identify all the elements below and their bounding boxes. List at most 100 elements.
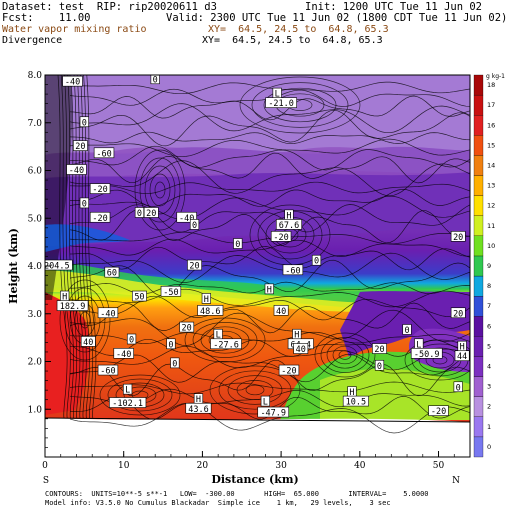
label-box <box>197 305 224 316</box>
contour-line <box>70 75 81 419</box>
contour-ring <box>99 374 181 416</box>
x-tick-label: 0 <box>42 461 48 471</box>
contour-line <box>69 160 470 197</box>
label-box <box>89 183 111 194</box>
label-text: -50.9 <box>414 350 440 360</box>
label-box <box>311 254 322 266</box>
extremum-marker: L <box>123 383 133 396</box>
contour-line <box>69 138 470 158</box>
valid-line: Valid: 2300 UTC Tue 11 Jun 02 (1800 CDT … <box>166 12 508 24</box>
contour-ring <box>326 341 364 369</box>
label-box <box>233 238 243 249</box>
contour-ring <box>263 87 337 123</box>
colorbar-swatch <box>473 316 484 337</box>
contour-value-label: 44 <box>454 350 470 362</box>
y-axis-title: Height (km) <box>7 228 20 304</box>
colorbar-level-label: 13 <box>487 182 495 190</box>
label-box <box>273 305 289 316</box>
contour-value-label: 20 <box>187 259 202 272</box>
label-box <box>282 264 304 276</box>
label-text: H <box>294 331 299 341</box>
label-text: 182.9 <box>60 302 86 312</box>
x-axis-title: Distance (km) <box>211 473 298 486</box>
label-text: 40 <box>276 307 286 317</box>
contour-info: CONTOURS: UNITS=10**-5 s**-1 LOW= -300.0… <box>45 490 429 498</box>
y-tick-label: 6.0 <box>28 167 43 177</box>
colorbar-swatch <box>473 195 484 216</box>
label-box <box>62 75 83 87</box>
contour-value-label: -20 <box>89 211 111 224</box>
label-text: -47.9 <box>260 409 286 419</box>
extremum-marker: H <box>264 283 274 295</box>
colorbar-swatch <box>473 376 484 397</box>
label-box <box>189 219 200 230</box>
label-text: H <box>286 211 291 221</box>
label-text: -40 <box>116 350 131 360</box>
label-box <box>134 207 145 218</box>
label-text: 0 <box>377 362 382 372</box>
x-tick-label: 30 <box>275 461 287 471</box>
label-text: -60 <box>100 367 115 377</box>
contour-value-label: 40 <box>293 343 309 355</box>
colorbar-swatch <box>473 135 484 156</box>
label-text: H <box>349 388 354 398</box>
contour-value-label: -60 <box>97 364 119 377</box>
label-text: L <box>275 90 280 100</box>
label-text: L <box>263 398 268 408</box>
contour-ring <box>332 345 358 365</box>
label-text: 0 <box>192 221 197 231</box>
label-text: 0 <box>168 340 173 350</box>
y-tick-label: 4.0 <box>28 262 43 272</box>
colorbar-level-label: 15 <box>487 141 495 149</box>
contour-ring <box>154 181 166 199</box>
label-box <box>402 324 412 335</box>
contour-value-label: 0 <box>79 197 89 209</box>
label-box <box>97 364 119 376</box>
contour-ring <box>227 375 283 405</box>
colorbar-swatch <box>473 255 484 277</box>
contour-ring <box>59 279 111 361</box>
label-box <box>275 219 302 230</box>
label-box <box>450 307 466 319</box>
contour-value-label: 20 <box>179 321 195 334</box>
label-text: 48.6 <box>200 307 220 317</box>
contour-line <box>69 109 470 147</box>
label-box <box>126 333 137 345</box>
colorbar-level-label: 8 <box>487 282 491 290</box>
colorbar-swatch <box>473 115 484 136</box>
label-box <box>374 359 385 371</box>
contour-line <box>69 402 470 434</box>
contour-value-label: 67.6 <box>275 219 302 231</box>
label-box <box>450 231 466 242</box>
colorbar-unit-label: g kg-1 <box>486 73 505 80</box>
label-text: -20 <box>92 214 107 224</box>
contour-value-label: -40 <box>176 211 197 224</box>
label-box <box>56 300 89 311</box>
contour-ring <box>192 322 258 358</box>
contour-line <box>69 131 470 145</box>
label-box <box>293 343 309 354</box>
contour-ring <box>239 76 361 134</box>
contour-line <box>69 231 470 245</box>
contour-value-label: 40 <box>80 336 96 348</box>
label-box <box>113 348 134 359</box>
contour-line <box>69 81 470 95</box>
label-box <box>79 197 89 209</box>
x-tick-label: 50 <box>433 461 445 471</box>
label-box <box>179 321 195 333</box>
label-box <box>80 336 96 347</box>
colorbar-swatch <box>473 215 484 236</box>
colorbar-swatch <box>473 336 484 357</box>
label-box <box>109 397 147 408</box>
contour-value-label: 20 <box>372 343 387 355</box>
contour-value-label: 182.9 <box>56 300 89 312</box>
contour-line <box>69 302 470 334</box>
label-text: -40 <box>65 78 80 88</box>
label-text: -102.1 <box>112 399 143 409</box>
contour-line <box>73 75 84 419</box>
contour-line <box>69 288 470 308</box>
colorbar-level-label: 10 <box>487 242 495 250</box>
label-box <box>270 231 292 242</box>
label-text: 20 <box>189 262 199 272</box>
